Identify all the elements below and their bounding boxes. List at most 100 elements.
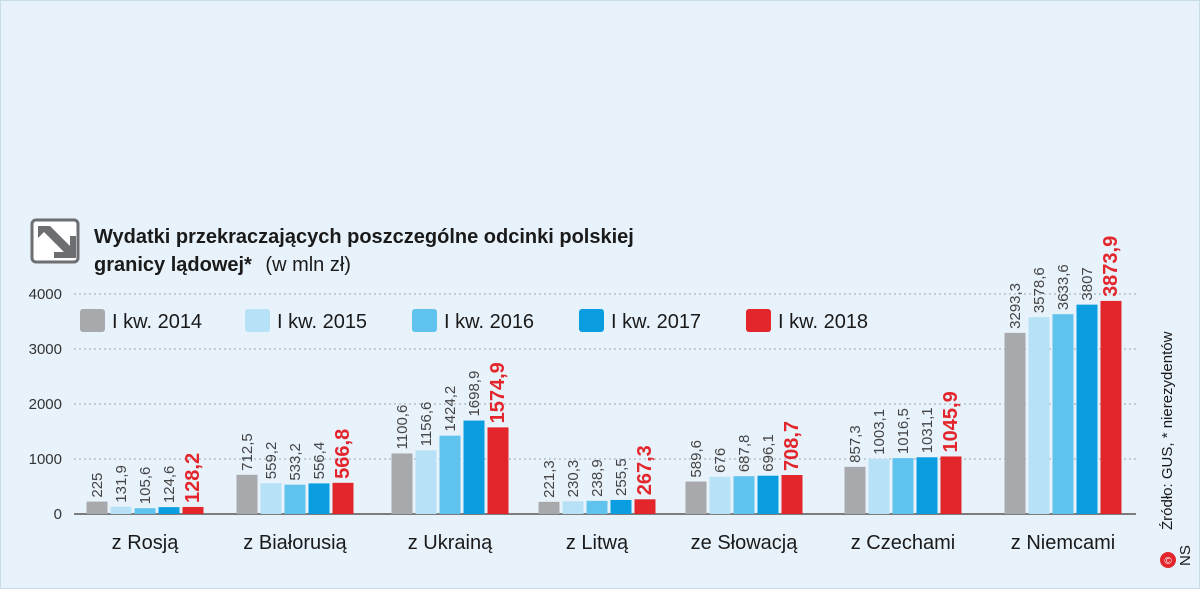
data-label: 1156,6 [418,402,435,447]
data-label: 1003,1 [871,409,888,455]
bar [538,501,560,514]
data-label: 230,3 [565,460,582,498]
data-label: 3293,3 [1007,283,1024,329]
y-tick-label: 4000 [29,286,62,303]
chart-title-continued: granicy lądowej* [94,254,252,276]
data-label: 1574,9 [487,362,509,423]
data-label: 533,2 [287,443,304,481]
data-label: 1045,9 [940,391,962,452]
legend-label: I kw. 2017 [611,311,701,333]
publisher-logo-letters: © [1164,556,1172,567]
bar [332,482,354,514]
data-label: 708,7 [781,421,803,471]
data-label: 712,5 [239,433,256,471]
bar [709,476,731,514]
bar [284,484,306,514]
bar [1052,314,1074,514]
arrow-icon [30,218,80,264]
data-label: 589,6 [688,440,705,478]
category-labels: z Rosją z Białorusią z Ukrainą z Litwą ze Sł… [112,532,1116,554]
chart-subtitle: (w mln zł) [265,254,351,276]
bar [868,458,890,514]
bar [733,476,755,514]
chart-title-line2: granicy lądowej* (w mln zł) [94,254,351,276]
bar [1076,304,1098,514]
data-label: 3807 [1079,267,1096,300]
bar [182,506,204,514]
data-label: 556,4 [311,442,328,480]
bar [110,506,132,514]
data-label: 1016,5 [895,408,912,454]
bar [634,499,656,514]
bar [260,483,282,514]
data-label: 225 [89,473,106,498]
data-label: 124,6 [161,466,178,504]
bar [158,507,180,514]
bar [463,420,485,514]
category-label: z Litwą [566,532,629,554]
legend-label: I kw. 2015 [277,311,367,333]
data-label: 1100,6 [394,405,411,450]
category-label: ze Słowacją [691,532,799,554]
data-label: 559,2 [263,442,280,480]
data-label: 857,3 [847,425,864,463]
legend-swatch [412,309,437,332]
data-label: 128,2 [182,453,204,503]
bar [610,499,632,514]
data-label: 238,9 [589,459,606,497]
publisher-logo-icon [1160,552,1176,568]
legend-swatch [80,309,105,332]
legend-swatch [245,309,270,332]
data-label: 255,5 [613,458,630,496]
bar [562,501,584,514]
data-label: 1424,2 [442,386,459,432]
data-label: 687,8 [736,435,753,473]
source-note: Źródło: GUS, * nierezydentów [1159,331,1176,530]
data-label: 1698,9 [466,371,483,417]
data-label: 105,6 [137,467,154,505]
data-label: 3578,6 [1031,267,1048,313]
author-credit: NS [1177,545,1194,566]
data-label: 566,8 [332,429,354,479]
bar [134,508,156,514]
y-tick-label: 3000 [29,341,62,358]
bar [1100,300,1122,514]
bar [415,450,437,514]
data-label: 131,9 [113,465,130,503]
category-label: z Ukrainą [408,532,493,554]
bar [757,475,779,514]
y-axis: 0 1000 2000 3000 4000 [29,286,62,523]
legend-label: I kw. 2018 [778,311,868,333]
legend-swatch [746,309,771,332]
data-label: 3633,6 [1055,264,1072,310]
y-tick-label: 1000 [29,451,62,468]
y-tick-label: 0 [54,506,62,523]
bar [844,466,866,514]
bar [685,481,707,514]
data-label: 1031,1 [919,407,936,453]
bars: 225 131,9 105,6 124,6 128,2 712,5 559,2 533,2 55… [86,236,1122,514]
source-block: Źródło: GUS, * nierezydentów © NS [1159,331,1194,568]
legend: I kw. 2014 I kw. 2015 I kw. 2016 I kw. 2017… [80,309,868,333]
bar [236,474,258,514]
y-tick-label: 2000 [29,396,62,413]
category-label: z Niemcami [1011,532,1115,554]
data-label: 267,3 [634,445,656,495]
bar [86,501,108,514]
bar [1004,332,1026,514]
legend-label: I kw. 2016 [444,311,534,333]
chart-title: Wydatki przekraczających poszczególne od… [94,226,634,248]
bar [916,457,938,514]
legend-swatch [579,309,604,332]
category-label: z Czechami [851,532,955,554]
category-label: z Rosją [112,532,180,554]
bar [391,453,413,514]
data-label: 676 [712,448,729,473]
bar [892,458,914,514]
data-label: 221,3 [541,460,558,498]
bar [781,475,803,514]
data-label: 696,1 [760,434,777,472]
legend-label: I kw. 2014 [112,311,202,333]
bar [439,435,461,514]
